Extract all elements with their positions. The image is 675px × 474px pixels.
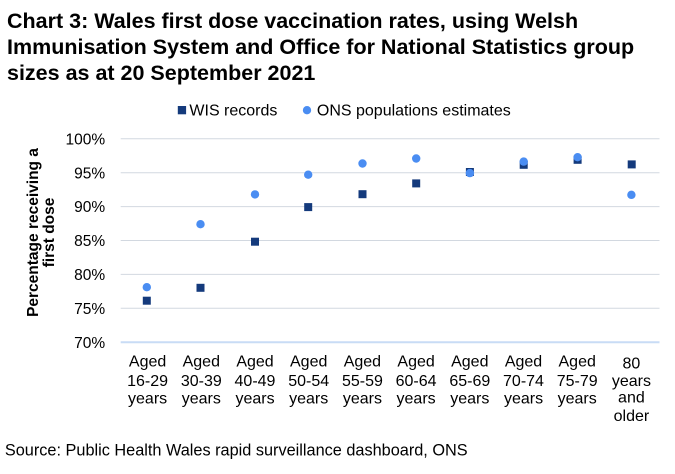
svg-text:years: years [182, 390, 221, 407]
svg-text:Aged: Aged [344, 354, 381, 371]
svg-text:Percentage receiving a: Percentage receiving a [25, 148, 42, 317]
svg-text:Aged: Aged [129, 354, 166, 371]
svg-text:16-29: 16-29 [127, 373, 168, 390]
svg-text:Aged: Aged [236, 354, 273, 371]
svg-text:80%: 80% [74, 267, 105, 284]
svg-text:older: older [614, 408, 650, 425]
svg-text:years: years [289, 390, 328, 407]
svg-text:40-49: 40-49 [235, 373, 276, 390]
svg-text:90%: 90% [74, 199, 105, 216]
svg-text:55-59: 55-59 [342, 373, 383, 390]
svg-text:years: years [128, 390, 167, 407]
svg-text:years: years [612, 373, 651, 390]
svg-text:75%: 75% [74, 301, 105, 318]
svg-text:Chart 3: Wales first dose vacc: Chart 3: Wales first dose vaccination ra… [7, 9, 578, 33]
svg-text:95%: 95% [74, 165, 105, 182]
svg-text:years: years [450, 390, 489, 407]
svg-text:100%: 100% [66, 131, 106, 148]
svg-text:Immunisation System and Office: Immunisation System and Office for Natio… [7, 35, 634, 59]
svg-text:30-39: 30-39 [181, 373, 222, 390]
svg-text:50-54: 50-54 [288, 373, 329, 390]
svg-text:Aged: Aged [505, 354, 542, 371]
svg-text:Aged: Aged [183, 354, 220, 371]
svg-text:first dose: first dose [41, 197, 58, 267]
svg-text:Aged: Aged [559, 354, 596, 371]
svg-text:years: years [343, 390, 382, 407]
svg-text:Source: Public Health Wales ra: Source: Public Health Wales rapid survei… [5, 442, 468, 460]
svg-text:years: years [235, 390, 274, 407]
svg-text:years: years [397, 390, 436, 407]
svg-text:ONS populations estimates: ONS populations estimates [317, 103, 511, 120]
svg-text:years: years [558, 390, 597, 407]
svg-text:85%: 85% [74, 233, 105, 250]
svg-text:75-79: 75-79 [557, 373, 598, 390]
svg-text:Aged: Aged [290, 354, 327, 371]
svg-text:80: 80 [623, 355, 641, 372]
svg-text:70-74: 70-74 [503, 373, 544, 390]
svg-text:Aged: Aged [397, 354, 434, 371]
svg-text:years: years [504, 390, 543, 407]
svg-text:and: and [618, 389, 645, 406]
svg-text:sizes as at 20 September 2021: sizes as at 20 September 2021 [7, 61, 315, 85]
svg-text:WIS records: WIS records [189, 103, 277, 120]
svg-text:60-64: 60-64 [396, 373, 437, 390]
svg-text:70%: 70% [74, 335, 105, 352]
svg-text:Aged: Aged [451, 354, 488, 371]
svg-text:65-69: 65-69 [449, 373, 490, 390]
